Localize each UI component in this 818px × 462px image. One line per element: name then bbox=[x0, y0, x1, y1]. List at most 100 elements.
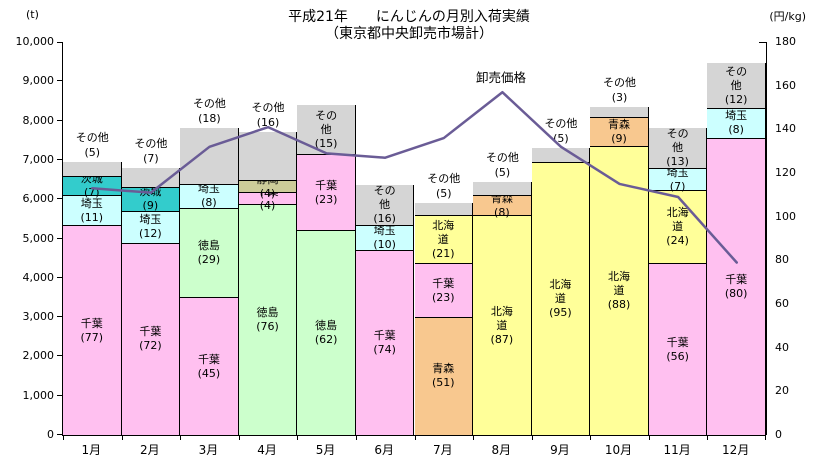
bar-segment-others bbox=[238, 131, 297, 181]
bar-month-3: 千葉 (45) 徳島 (29) 埼玉(8) bbox=[180, 128, 239, 435]
x-axis-tick bbox=[355, 435, 357, 440]
left-axis-unit: (t) bbox=[26, 8, 39, 21]
y-axis-label-left: 5,000 bbox=[22, 231, 55, 245]
x-axis-label: 10月 bbox=[604, 443, 633, 457]
y-axis-label-left: 0 bbox=[47, 428, 54, 441]
x-axis-label: 5月 bbox=[315, 443, 336, 457]
bar-segment-others bbox=[473, 182, 531, 195]
bar-segment-chiba: 千葉 (56) bbox=[648, 263, 707, 435]
bar-segment-tokushima: 徳島 (76) bbox=[238, 204, 297, 435]
chart-title: 平成21年 にんじんの月別入荷実績 bbox=[288, 9, 530, 25]
bar-segment-others: その他 (12) bbox=[707, 63, 765, 108]
bar-segment-others bbox=[414, 203, 473, 215]
bar-month-12: 千葉 (80) 埼玉(8) その他 (12) bbox=[707, 63, 766, 435]
bar-segment-saitama: 埼玉(10) bbox=[355, 224, 414, 251]
segment-label: 埼玉(8) bbox=[725, 109, 748, 137]
y-axis-tick-left bbox=[57, 119, 63, 121]
y-axis-tick-left bbox=[57, 434, 63, 435]
x-axis-tick bbox=[238, 435, 240, 440]
bar-segment-hokkaido: 北海道 (24) bbox=[648, 189, 707, 264]
bar-month-9: 北海道 (95) bbox=[531, 148, 591, 435]
y-axis-tick-left bbox=[57, 80, 63, 82]
x-axis-tick bbox=[531, 435, 533, 440]
bar-segment-ibaraki: 茨城(7) bbox=[63, 172, 121, 199]
x-axis-tick bbox=[590, 435, 592, 440]
segment-label: その他 (13) bbox=[666, 127, 689, 169]
segment-label: 北海道 (95) bbox=[549, 278, 572, 320]
bar-segment-others: その他 (16) bbox=[355, 184, 414, 226]
segment-label-above: その他 (5) bbox=[544, 117, 578, 146]
bar-segment-saitama: 埼玉(8) bbox=[180, 182, 238, 210]
bar-segment-hokkaido: 北海道 (88) bbox=[590, 146, 648, 435]
y-axis-label-right: 180 bbox=[775, 35, 796, 48]
y-axis-tick-left bbox=[57, 42, 63, 43]
segment-label: 千葉 (74) bbox=[373, 329, 396, 357]
y-axis-label-left: 2,000 bbox=[22, 349, 55, 363]
bar-segment-chiba: 千葉 (74) bbox=[355, 250, 414, 435]
y-axis-label-right: 80 bbox=[775, 253, 789, 267]
bar-month-1: 千葉 (77) 埼玉(11) 茨城(7) bbox=[63, 162, 122, 435]
segment-label-above: その他 (5) bbox=[75, 131, 109, 160]
bar-segment-saitama: 埼玉(12) bbox=[121, 210, 180, 243]
x-axis-label: 7月 bbox=[432, 443, 453, 457]
x-axis-label: 9月 bbox=[550, 443, 570, 457]
bar-segment-chiba: 千葉 (72) bbox=[121, 242, 180, 435]
x-axis-label: 1月 bbox=[81, 443, 102, 457]
segment-label-above: その他 (18) bbox=[192, 97, 226, 126]
x-axis-tick bbox=[63, 435, 64, 440]
y-axis-tick-left bbox=[57, 198, 63, 200]
y-axis-tick-left bbox=[57, 355, 63, 357]
bar-segment-others bbox=[180, 128, 238, 184]
bar-segment-chiba: 千葉 (23) bbox=[297, 154, 355, 231]
segment-label: その他 (16) bbox=[373, 184, 396, 226]
bar-segment-tokushima: 徳島 (29) bbox=[180, 208, 238, 298]
chart-subtitle: （東京都中央卸売市場計） bbox=[325, 26, 493, 42]
segment-label-above: その他 (5) bbox=[485, 151, 519, 180]
segment-label: 徳島 (62) bbox=[314, 319, 338, 347]
segment-label: 茨城(7) bbox=[80, 171, 103, 199]
y-axis-label-left: 10,000 bbox=[15, 35, 55, 48]
bar-segment-others bbox=[590, 106, 648, 117]
bar-segment-chiba: 千葉 (23) bbox=[414, 263, 473, 317]
segment-label: 青森(8) bbox=[490, 191, 513, 219]
bar-segment-others bbox=[531, 148, 590, 163]
segment-label: 埼玉(8) bbox=[197, 182, 220, 210]
segment-label: 千葉 (23) bbox=[431, 276, 455, 304]
segment-label-above: その他 (3) bbox=[603, 75, 637, 104]
segment-label: 北海道 (87) bbox=[490, 304, 514, 346]
y-axis-label-right: 140 bbox=[775, 122, 796, 136]
y-axis-label-right: 60 bbox=[775, 297, 789, 310]
x-axis-tick bbox=[180, 435, 182, 440]
x-axis-tick bbox=[473, 435, 475, 440]
bar-segment-hokkaido: 北海道 (21) bbox=[414, 214, 473, 264]
bar-segment-aomori: 青森 (51) bbox=[414, 316, 473, 435]
segment-label: 千葉 (72) bbox=[139, 325, 162, 353]
bar-month-11: 千葉 (56) 北海道 (24) 埼玉(7) その他 (13) bbox=[648, 127, 708, 435]
y-axis-tick-left bbox=[57, 158, 63, 160]
bar-month-6: 千葉 (74) 埼玉(10) その他 (16) bbox=[355, 184, 415, 435]
bar-month-7: 青森 (51) 千葉 (23) 北海道 (21) bbox=[414, 203, 474, 435]
segment-label: その他 (15) bbox=[314, 108, 338, 150]
x-axis-label: 2月 bbox=[140, 443, 160, 457]
x-axis-tick bbox=[297, 435, 299, 440]
segment-label-above: その他 (16) bbox=[251, 100, 285, 129]
bar-segment-others bbox=[121, 168, 180, 187]
segment-label: その他 (12) bbox=[724, 64, 748, 106]
right-axis-unit: (円/kg) bbox=[769, 10, 806, 23]
x-axis-tick bbox=[765, 435, 766, 440]
segment-label: 埼玉(7) bbox=[666, 165, 689, 193]
segment-label-above: その他 (5) bbox=[427, 172, 461, 201]
segment-label: 青森 (51) bbox=[431, 362, 455, 390]
plot-area: 千葉 (77) 埼玉(11) 茨城(7) その他 (5) 千葉 (72) 埼玉(12) 茨城… bbox=[57, 42, 767, 440]
segment-label: 千葉 (56) bbox=[666, 335, 689, 363]
y-axis-label-left: 3,000 bbox=[22, 310, 55, 324]
bar-month-2: 千葉 (72) 埼玉(12) 茨城(9) bbox=[121, 168, 181, 435]
y-axis-tick-left bbox=[57, 394, 63, 396]
x-axis-label: 6月 bbox=[374, 443, 395, 457]
segment-label: 北海道 (21) bbox=[431, 218, 455, 260]
bar-segment-chiba: 千葉 (80) bbox=[707, 137, 765, 435]
y-axis-label-right: 120 bbox=[775, 166, 796, 179]
x-axis-label: 11月 bbox=[663, 443, 691, 457]
segment-label: 青森(9) bbox=[608, 117, 631, 145]
x-axis-label: 4月 bbox=[257, 443, 277, 457]
